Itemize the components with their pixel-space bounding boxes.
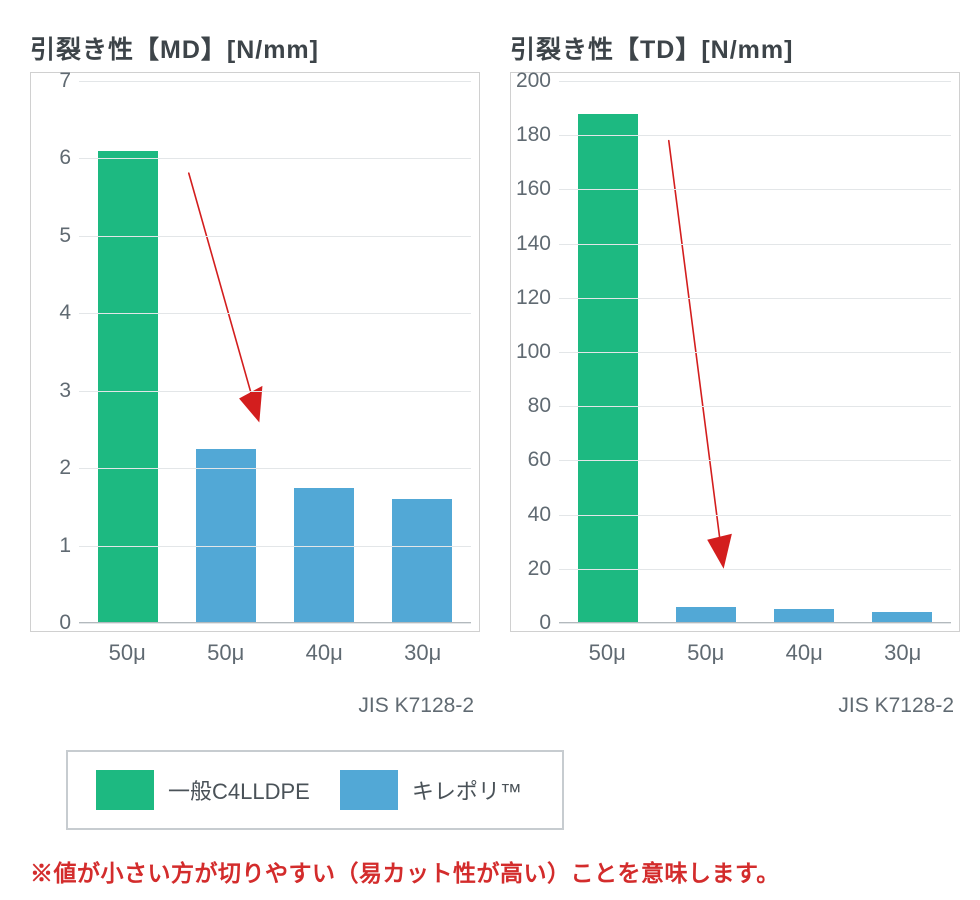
- legend-swatch-kirepoly: [340, 770, 398, 810]
- chart-md-xticks: 50μ50μ40μ30μ: [30, 640, 480, 666]
- chart-td-frame: 0 20 40 60 80 100 120 140 160 180 200: [510, 72, 960, 632]
- gridline: [559, 515, 951, 516]
- ytick-label: 20: [513, 557, 559, 581]
- gridline: [559, 406, 951, 407]
- legend-item-general: 一般C4LLDPE: [96, 770, 310, 810]
- gridline: [559, 298, 951, 299]
- ytick-label: 3: [33, 379, 79, 403]
- xtick-label: 50μ: [177, 640, 276, 666]
- bar: [294, 488, 355, 624]
- xtick-label: 50μ: [78, 640, 177, 666]
- bar: [196, 449, 257, 623]
- chart-td-standard: JIS K7128-2: [510, 694, 960, 718]
- bar-slot: [79, 81, 177, 623]
- bar: [774, 609, 835, 623]
- ytick-label: 180: [513, 123, 559, 147]
- ytick-label: 160: [513, 177, 559, 201]
- legend-swatch-general: [96, 770, 154, 810]
- ytick-label: 140: [513, 232, 559, 256]
- ytick-label: 40: [513, 503, 559, 527]
- gridline: [559, 352, 951, 353]
- ytick-label: 2: [33, 456, 79, 480]
- gridline: [559, 135, 951, 136]
- gridline: [79, 313, 471, 314]
- legend: 一般C4LLDPE キレポリ™: [66, 750, 564, 830]
- xtick-label: 30μ: [854, 640, 953, 666]
- bar-slot: [275, 81, 373, 623]
- ytick-label: 1: [33, 534, 79, 558]
- gridline: [79, 623, 471, 624]
- gridline: [559, 460, 951, 461]
- gridline: [79, 158, 471, 159]
- chart-md-bars: [79, 81, 471, 623]
- chart-td-title: 引裂き性【TD】[N/mm]: [510, 30, 960, 66]
- ytick-label: 0: [33, 611, 79, 635]
- gridline: [559, 81, 951, 82]
- gridline: [559, 244, 951, 245]
- legend-item-kirepoly: キレポリ™: [340, 770, 522, 810]
- chart-td: 引裂き性【TD】[N/mm] 0 20 40 60 80 100 120 140 160 180 2…: [510, 30, 960, 718]
- ytick-label: 4: [33, 301, 79, 325]
- chart-td-plot: 020406080100120140160180200: [559, 81, 951, 623]
- chart-md-frame: 0 1 2 3 4 5 6 7: [30, 72, 480, 632]
- xtick-label: 30μ: [374, 640, 473, 666]
- ytick-label: 7: [33, 69, 79, 93]
- bar-slot: [373, 81, 471, 623]
- bar: [676, 607, 737, 623]
- bar-slot: [177, 81, 275, 623]
- bar: [392, 499, 453, 623]
- ytick-label: 0: [513, 611, 559, 635]
- chart-md-standard: JIS K7128-2: [30, 694, 480, 718]
- xtick-label: 50μ: [657, 640, 756, 666]
- ytick-label: 200: [513, 69, 559, 93]
- gridline: [559, 569, 951, 570]
- gridline: [79, 546, 471, 547]
- chart-md-title: 引裂き性【MD】[N/mm]: [30, 30, 480, 66]
- gridline: [79, 236, 471, 237]
- legend-label-kirepoly: キレポリ™: [412, 774, 522, 806]
- ytick-label: 60: [513, 448, 559, 472]
- ytick-label: 100: [513, 340, 559, 364]
- ytick-label: 120: [513, 286, 559, 310]
- gridline: [79, 468, 471, 469]
- chart-md: 引裂き性【MD】[N/mm] 01234567 50μ50μ40μ30μ JIS…: [30, 30, 480, 718]
- ytick-label: 6: [33, 146, 79, 170]
- bar: [98, 151, 159, 623]
- chart-md-plot: 01234567: [79, 81, 471, 623]
- gridline: [79, 81, 471, 82]
- charts-row: 引裂き性【MD】[N/mm] 01234567 50μ50μ40μ30μ JIS…: [30, 30, 960, 718]
- xtick-label: 40μ: [755, 640, 854, 666]
- xtick-label: 40μ: [275, 640, 374, 666]
- chart-td-xticks: 50μ50μ40μ30μ: [510, 640, 960, 666]
- xtick-label: 50μ: [558, 640, 657, 666]
- footnote: ※値が小さい方が切りやすい（易カット性が高い）ことを意味します。: [30, 854, 960, 888]
- legend-label-general: 一般C4LLDPE: [168, 774, 310, 806]
- gridline: [559, 623, 951, 624]
- gridline: [79, 391, 471, 392]
- gridline: [559, 189, 951, 190]
- ytick-label: 80: [513, 394, 559, 418]
- ytick-label: 5: [33, 224, 79, 248]
